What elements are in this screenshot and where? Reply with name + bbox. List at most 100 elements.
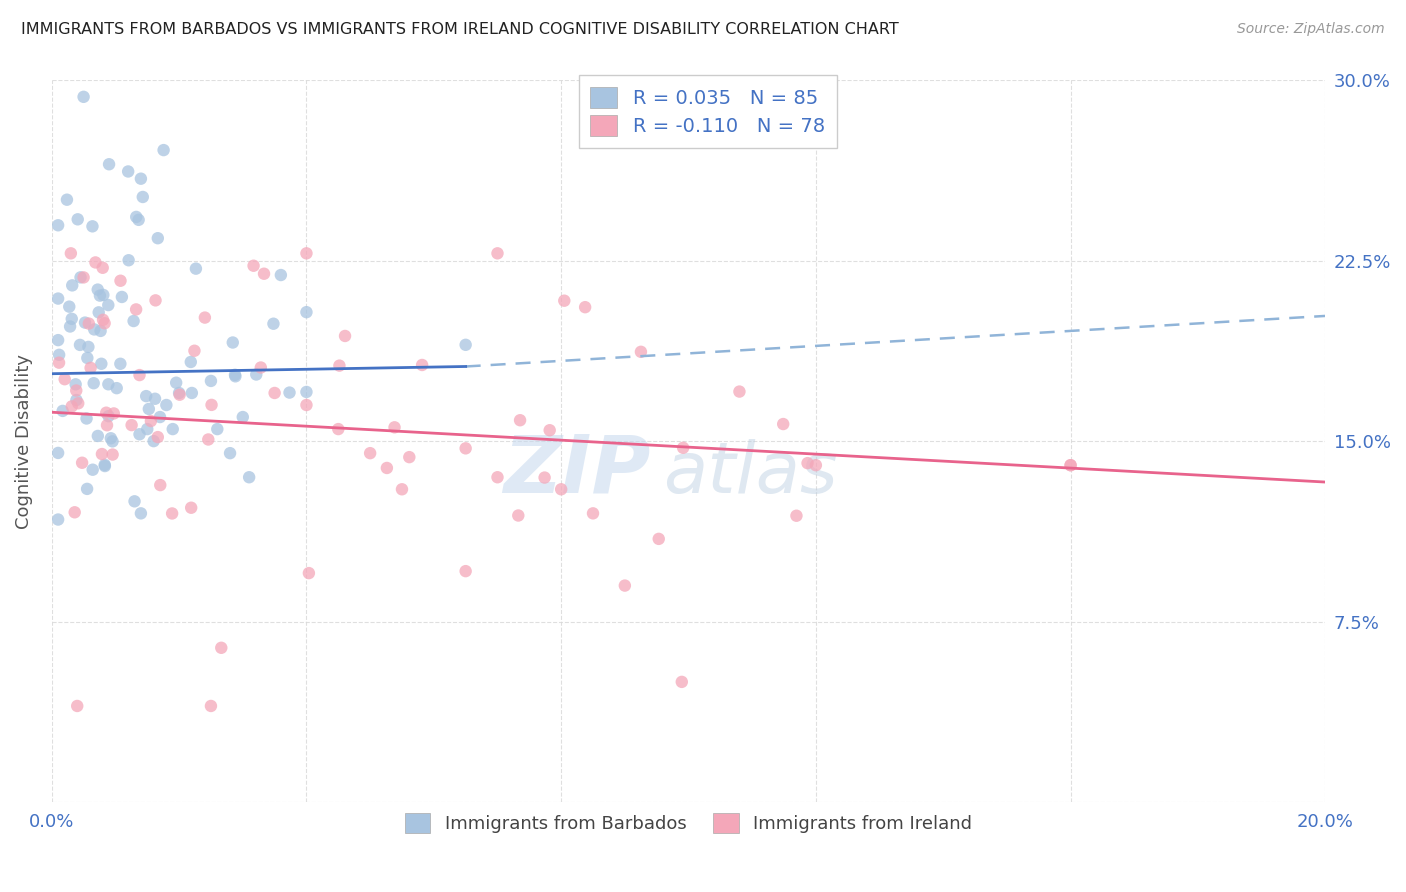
Point	[58, 300, 80, 314]
Point	[550, 483, 572, 497]
Point	[165, 376, 187, 390]
Text: ZIP: ZIP	[503, 431, 651, 509]
Point	[224, 369, 246, 384]
Point	[97, 298, 120, 312]
Point	[66, 698, 89, 713]
Point	[129, 171, 152, 186]
Point	[411, 358, 433, 372]
Point	[180, 355, 202, 369]
Point	[184, 261, 207, 276]
Point	[728, 384, 751, 399]
Point	[152, 143, 174, 157]
Point	[59, 246, 82, 260]
Point	[143, 392, 166, 406]
Point	[232, 410, 254, 425]
Point	[209, 640, 232, 655]
Point	[533, 470, 555, 484]
Point	[122, 314, 145, 328]
Point	[82, 219, 104, 234]
Point	[52, 404, 75, 418]
Point	[630, 344, 652, 359]
Point	[295, 305, 318, 319]
Point	[538, 423, 561, 437]
Point	[76, 351, 98, 365]
Point	[391, 483, 413, 497]
Point	[69, 270, 91, 285]
Point	[139, 414, 162, 428]
Point	[785, 508, 807, 523]
Point	[101, 448, 124, 462]
Point	[105, 381, 128, 395]
Point	[96, 418, 118, 433]
Point	[207, 422, 229, 436]
Point	[103, 406, 125, 420]
Point	[672, 441, 695, 455]
Point	[270, 268, 292, 282]
Point	[180, 500, 202, 515]
Point	[298, 566, 321, 580]
Point	[46, 219, 69, 233]
Point	[328, 422, 350, 436]
Point	[200, 374, 222, 388]
Point	[79, 360, 101, 375]
Point	[160, 507, 183, 521]
Point	[98, 157, 121, 171]
Point	[46, 446, 69, 460]
Point	[398, 450, 420, 464]
Point	[224, 368, 246, 382]
Point	[117, 164, 139, 178]
Point	[63, 505, 86, 519]
Point	[278, 385, 301, 400]
Point	[183, 343, 205, 358]
Point	[48, 348, 70, 362]
Point	[128, 427, 150, 442]
Point	[91, 288, 114, 302]
Point	[295, 398, 318, 412]
Point	[333, 329, 356, 343]
Point	[77, 340, 100, 354]
Point	[100, 431, 122, 445]
Point	[454, 338, 477, 352]
Point	[89, 288, 111, 302]
Point	[262, 317, 284, 331]
Point	[128, 212, 150, 227]
Point	[111, 290, 134, 304]
Point	[796, 456, 818, 470]
Text: IMMIGRANTS FROM BARBADOS VS IMMIGRANTS FROM IRELAND COGNITIVE DISABILITY CORRELA: IMMIGRANTS FROM BARBADOS VS IMMIGRANTS F…	[21, 22, 898, 37]
Point	[253, 267, 276, 281]
Point	[72, 270, 94, 285]
Point	[60, 400, 83, 414]
Point	[295, 384, 318, 399]
Point	[70, 456, 93, 470]
Point	[87, 283, 110, 297]
Text: Source: ZipAtlas.com: Source: ZipAtlas.com	[1237, 22, 1385, 37]
Point	[245, 368, 267, 382]
Point	[93, 458, 115, 472]
Point	[146, 430, 169, 444]
Point	[125, 210, 148, 224]
Point	[67, 396, 90, 410]
Point	[48, 356, 70, 370]
Point	[582, 507, 605, 521]
Point	[648, 532, 671, 546]
Point	[91, 313, 114, 327]
Point	[93, 316, 115, 330]
Point	[454, 564, 477, 578]
Point	[69, 338, 91, 352]
Point	[1059, 458, 1081, 473]
Point	[574, 300, 596, 314]
Point	[46, 292, 69, 306]
Point	[328, 359, 350, 373]
Point	[1059, 458, 1081, 473]
Point	[671, 674, 693, 689]
Point	[219, 446, 242, 460]
Point	[149, 478, 172, 492]
Point	[138, 401, 160, 416]
Point	[359, 446, 381, 460]
Point	[110, 357, 132, 371]
Point	[155, 398, 177, 412]
Point	[90, 447, 112, 461]
Point	[804, 458, 827, 473]
Point	[90, 357, 112, 371]
Point	[197, 433, 219, 447]
